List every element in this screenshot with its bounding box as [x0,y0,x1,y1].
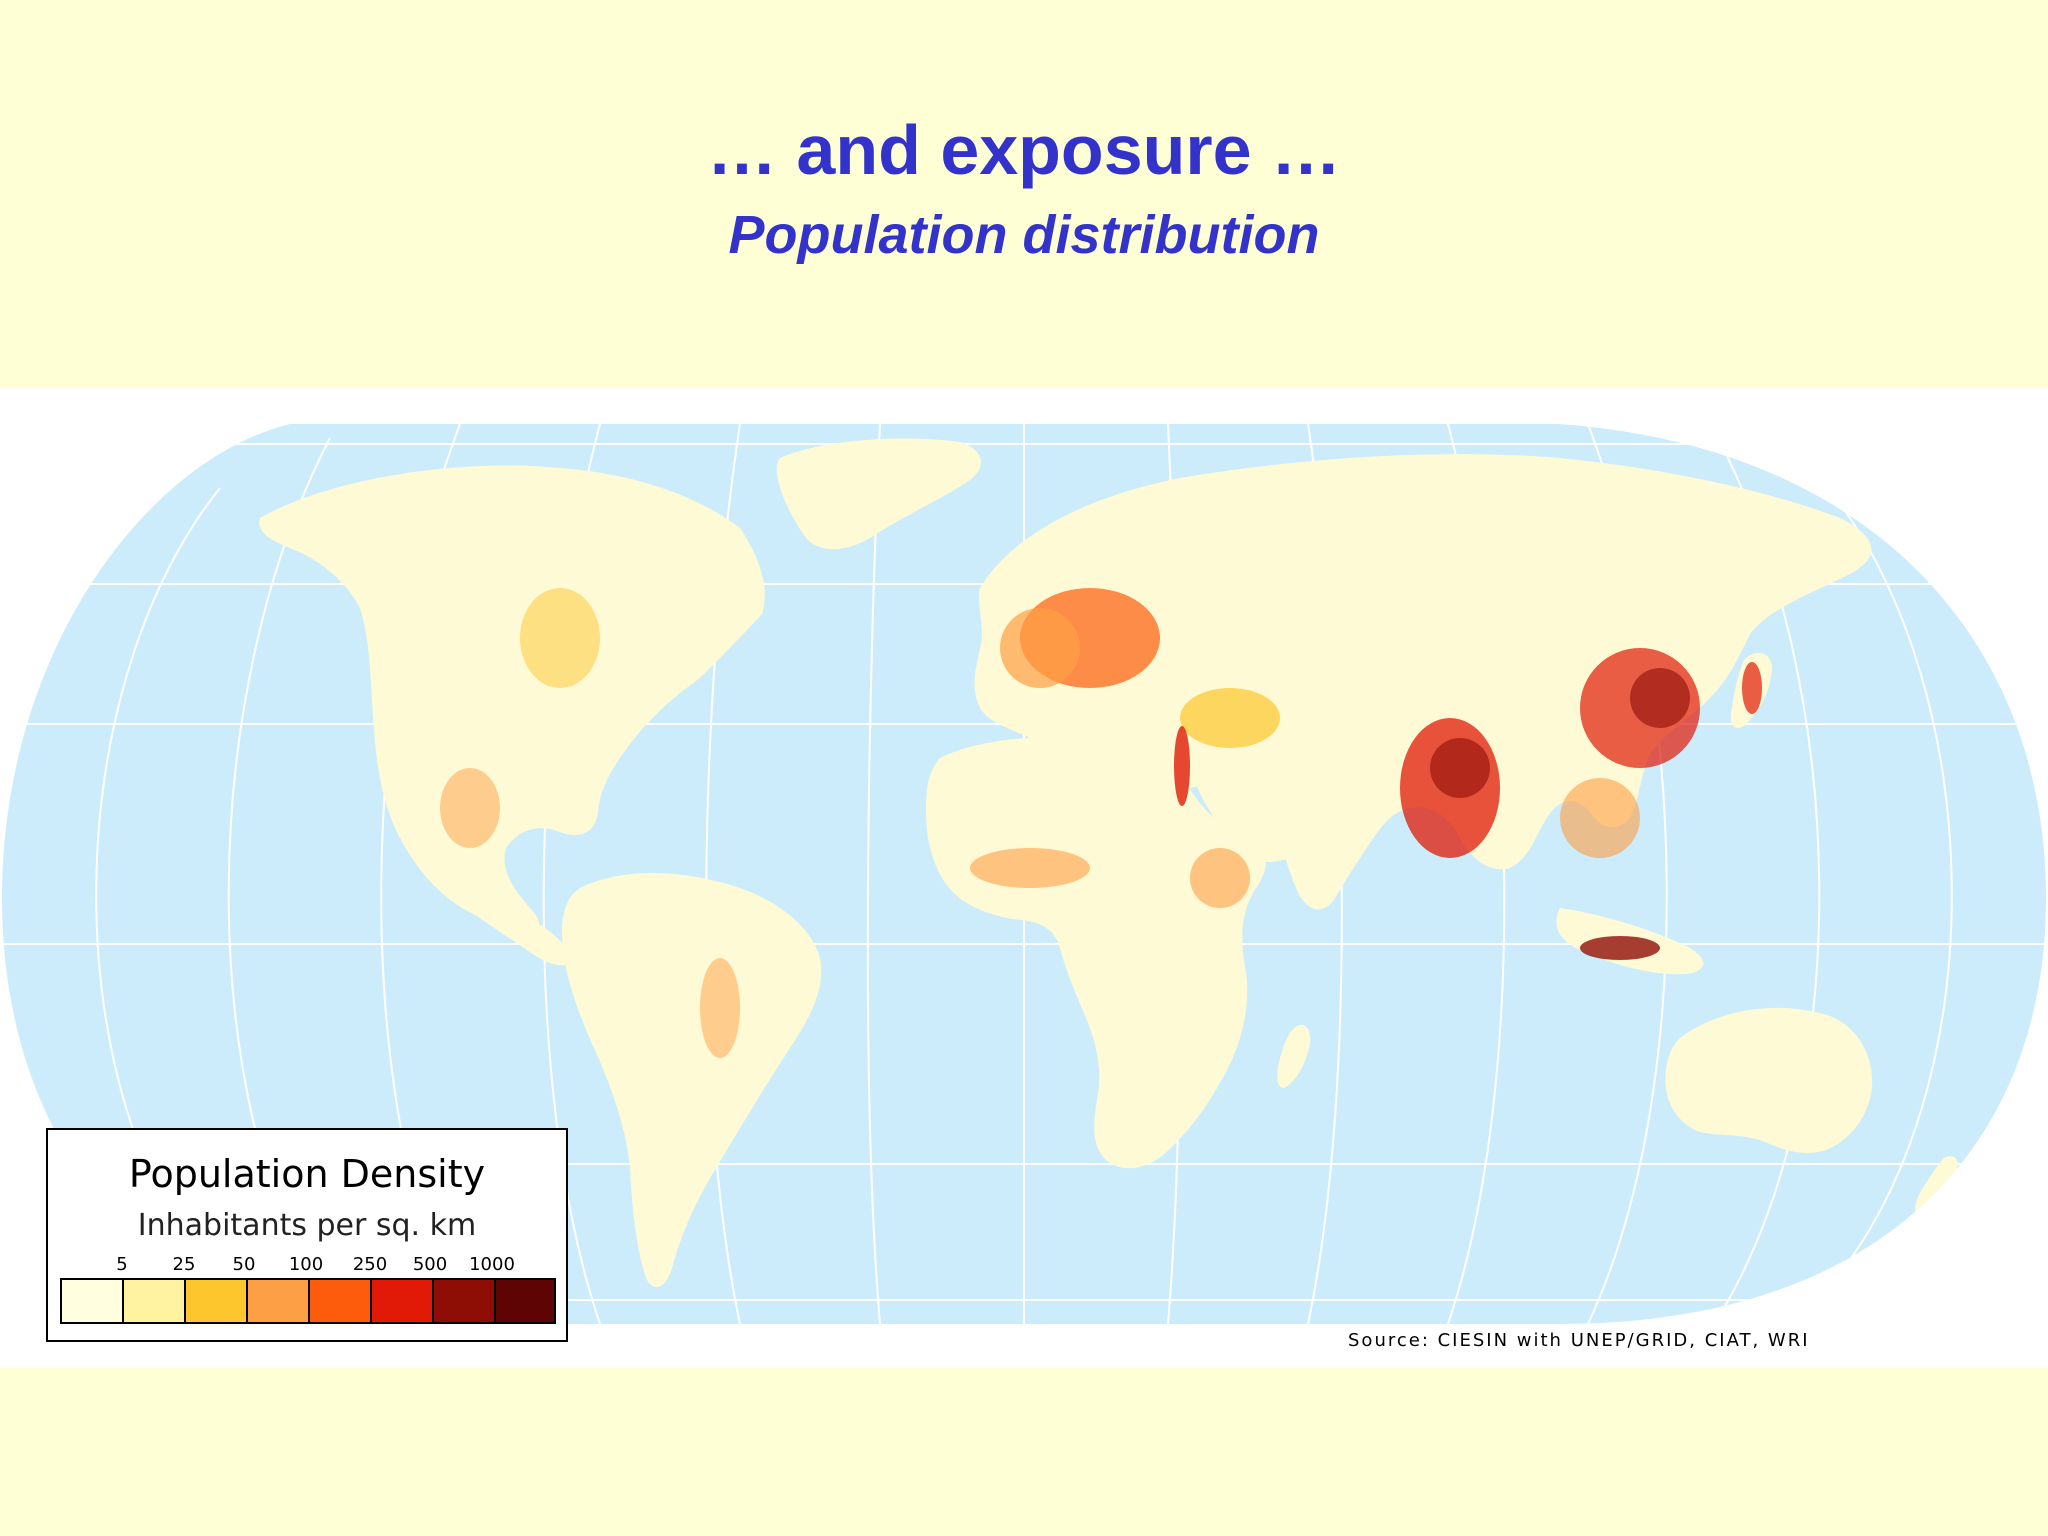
arabia [1196,765,1326,862]
density-overlay [440,588,1762,1058]
legend: Population Density Inhabitants per sq. k… [46,1128,568,1342]
density-patch [1430,738,1490,798]
legend-tick: 100 [288,1254,324,1275]
africa [926,737,1266,1169]
meridian-line [1827,487,1953,1289]
density-patch [1580,936,1660,960]
eurasia [974,454,1872,910]
north-america [259,465,765,935]
density-patch [700,958,740,1058]
slide-title: … and exposure … [706,111,1342,189]
south-america [562,873,822,1288]
density-patch [520,588,600,688]
legend-tick: 25 [172,1254,196,1275]
legend-swatch [432,1278,496,1324]
central-america [429,858,574,966]
density-patch [1742,662,1762,714]
meridian-line [866,424,881,1324]
united-kingdom [988,580,1013,624]
legend-tick: 250 [352,1254,388,1275]
legend-tick: 5 [116,1254,128,1275]
legend-swatch [184,1278,248,1324]
legend-swatch [246,1278,310,1324]
world-map [2,424,2046,1324]
map-panel: Population Density Inhabitants per sq. k… [0,388,2048,1368]
legend-swatch [60,1278,124,1324]
density-patch [440,768,500,848]
density-patch [970,848,1090,888]
density-patch [1190,848,1250,908]
density-patch [1630,668,1690,728]
slide-subtitle: Population distribution [728,205,1320,265]
density-patch [1180,688,1280,748]
density-patch [1174,726,1190,806]
madagascar [1277,1024,1311,1088]
legend-tick: 500 [412,1254,448,1275]
new-zealand [1915,1156,1958,1214]
source-credit: Source: CIESIN with UNEP/GRID, CIAT, WRI [1348,1330,1810,1351]
slide-header: … and exposure … Population distribution [0,0,2048,388]
legend-swatch [494,1278,556,1324]
legend-swatch [122,1278,186,1324]
greenland [776,438,981,550]
legend-swatch [308,1278,372,1324]
legend-swatch [370,1278,434,1324]
slide-footer [0,1368,2048,1536]
density-patch [1000,608,1080,688]
legend-tick: 1000 [469,1254,515,1275]
landmasses [259,438,1958,1288]
legend-title: Population Density [128,1152,486,1196]
density-patch [1560,778,1640,858]
legend-subtitle: Inhabitants per sq. km [137,1208,477,1243]
legend-tick: 50 [232,1254,256,1275]
australia [1665,1007,1873,1153]
